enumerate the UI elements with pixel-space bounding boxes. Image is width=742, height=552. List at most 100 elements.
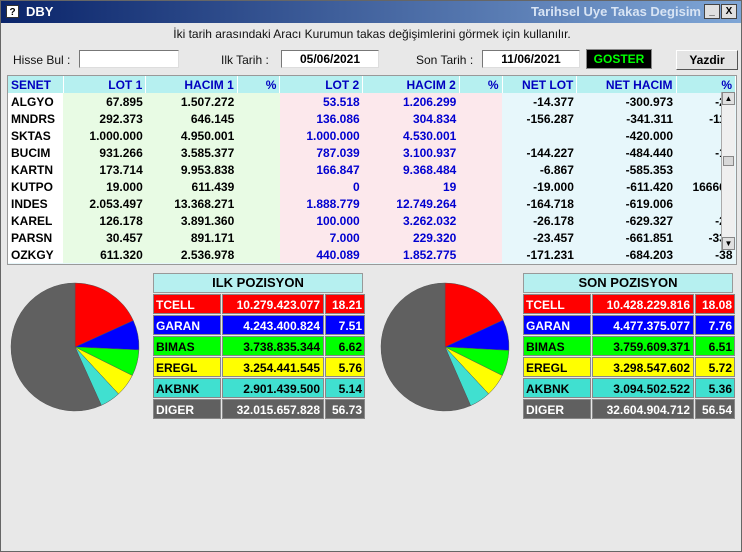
son-tarih-input[interactable]: 11/06/2021 xyxy=(482,50,580,68)
totals-row: 4.599.763.52356.433.198.119100,004.629.1… xyxy=(8,263,736,264)
table-cell xyxy=(459,229,503,246)
legend-row: AKBNK 2.901.439.500 5.14 xyxy=(153,378,365,398)
table-cell: -684.203 xyxy=(576,246,677,263)
table-row[interactable]: INDES 2.053.497 13.368.271 1.888.779 12.749.… xyxy=(8,195,736,212)
table-cell: 2.536.978 xyxy=(145,246,238,263)
table-row[interactable]: BUCIM 931.266 3.585.377 787.039 3.100.937 -14… xyxy=(8,144,736,161)
table-cell: 611.320 xyxy=(63,246,146,263)
col-pct1[interactable]: % xyxy=(237,76,281,93)
table-cell: 3.100.937 xyxy=(362,144,460,161)
table-cell: 19 xyxy=(362,178,460,195)
yazdir-button[interactable]: Yazdir xyxy=(676,50,738,70)
table-cell: KAREL xyxy=(11,213,53,228)
table-cell xyxy=(237,178,280,195)
totals-cell: 4.599.763.523 xyxy=(63,263,146,264)
son-pozisyon-title: SON POZISYON xyxy=(523,273,733,293)
scroll-up-icon[interactable]: ▲ xyxy=(722,92,735,105)
col-pct3[interactable]: % xyxy=(676,76,736,93)
legend-value: 3.298.547.602 xyxy=(592,357,694,377)
table-cell: 611.439 xyxy=(145,178,238,195)
ilk-tarih-input[interactable]: 05/06/2021 xyxy=(281,50,379,68)
table-row[interactable]: PARSN 30.457 891.171 7.000 229.320 -23.457 -66… xyxy=(8,229,736,246)
table-row[interactable]: KARTN 173.714 9.953.838 166.847 9.368.484 -6.… xyxy=(8,161,736,178)
table-cell: 3.585.377 xyxy=(145,144,238,161)
takas-table: SENET LOT 1 HACIM 1 % LOT 2 HACIM 2 % NE… xyxy=(7,75,737,265)
legend-row: AKBNK 3.094.502.522 5.36 xyxy=(523,378,735,398)
hisse-search-input[interactable] xyxy=(79,50,179,68)
legend-value: 3.094.502.522 xyxy=(592,378,694,398)
table-cell xyxy=(459,127,503,144)
legend-value: 4.243.400.824 xyxy=(222,315,324,335)
table-cell: 1.852.775 xyxy=(362,246,460,263)
pie-slice-tcell xyxy=(74,282,134,348)
ilk-pozisyon-title: ILK POZISYON xyxy=(153,273,363,293)
window-subtitle: Tarihsel Uye Takas Degisim xyxy=(530,4,701,19)
table-row[interactable]: KUTPO 19.000 611.439 0 19 -19.000 -611.420 1666… xyxy=(8,178,736,195)
legend-pct: 6.51 xyxy=(695,336,735,356)
table-row[interactable]: SKTAS 1.000.000 4.950.001 1.000.000 4.530.00… xyxy=(8,127,736,144)
col-hacim2[interactable]: HACIM 2 xyxy=(362,76,460,93)
table-scrollbar[interactable]: ▲ ▼ xyxy=(721,92,735,250)
col-nethacim[interactable]: NET HACIM xyxy=(576,76,677,93)
totals-cell xyxy=(676,263,736,264)
col-senet[interactable]: SENET xyxy=(8,76,64,93)
close-button[interactable]: X xyxy=(721,4,737,19)
table-cell: -484.440 xyxy=(576,144,677,161)
table-cell: 173.714 xyxy=(63,161,146,178)
table-cell: 13.368.271 xyxy=(145,195,238,212)
table-cell xyxy=(237,246,280,263)
table-cell xyxy=(502,127,577,144)
legend-value: 3.759.609.371 xyxy=(592,336,694,356)
legend-row: EREGL 3.298.547.602 5.72 xyxy=(523,357,735,377)
table-cell: 440.089 xyxy=(279,246,363,263)
table-cell xyxy=(459,178,503,195)
table-cell: -144.227 xyxy=(502,144,577,161)
title-bar: ? DBY Tarihsel Uye Takas Degisim _ X xyxy=(1,1,741,23)
app-icon[interactable]: ? xyxy=(6,5,19,18)
totals-cell: 57.663.169.103 xyxy=(362,263,460,264)
scroll-down-icon[interactable]: ▼ xyxy=(722,237,735,250)
legend-value: 3.738.835.344 xyxy=(222,336,324,356)
table-cell xyxy=(237,195,280,212)
table-cell: -23.457 xyxy=(502,229,577,246)
table-cell xyxy=(237,127,280,144)
legend-pct: 56.54 xyxy=(695,399,735,419)
legend-row: DIGER 32.015.657.828 56.73 xyxy=(153,399,365,419)
col-pct2[interactable]: % xyxy=(459,76,503,93)
legend-name: BIMAS xyxy=(153,336,221,356)
scroll-thumb[interactable] xyxy=(723,156,734,166)
legend-name: AKBNK xyxy=(153,378,221,398)
table-cell: INDES xyxy=(11,196,48,211)
table-cell: 0 xyxy=(279,178,363,195)
table-cell: -661.851 xyxy=(576,229,677,246)
legend-pct: 7.76 xyxy=(695,315,735,335)
totals-cell: 56.433.198.119 xyxy=(145,263,238,264)
col-lot1[interactable]: LOT 1 xyxy=(63,76,147,93)
goster-button[interactable]: GOSTER xyxy=(586,49,652,69)
table-cell xyxy=(237,144,280,161)
table-row[interactable]: ALGYO 67.895 1.507.272 53.518 1.206.299 -14.3… xyxy=(8,93,736,110)
ilk-pie-chart xyxy=(10,282,140,412)
minimize-button[interactable]: _ xyxy=(704,4,720,19)
legend-pct: 5.76 xyxy=(325,357,365,377)
legend-value: 10.428.229.816 xyxy=(592,294,694,314)
col-hacim1[interactable]: HACIM 1 xyxy=(145,76,238,93)
table-row[interactable]: OZKGY 611.320 2.536.978 440.089 1.852.775 -17… xyxy=(8,246,736,263)
table-cell: -341.311 xyxy=(576,110,677,127)
col-netlot[interactable]: NET LOT xyxy=(502,76,578,93)
legend-pct: 56.73 xyxy=(325,399,365,419)
legend-value: 10.279.423.077 xyxy=(222,294,324,314)
legend-pct: 18.08 xyxy=(695,294,735,314)
col-lot2[interactable]: LOT 2 xyxy=(279,76,364,93)
table-cell: 304.834 xyxy=(362,110,460,127)
table-row[interactable]: KAREL 126.178 3.891.360 100.000 3.262.032 -26… xyxy=(8,212,736,229)
legend-pct: 18.21 xyxy=(325,294,365,314)
legend-name: TCELL xyxy=(523,294,591,314)
table-cell: 292.373 xyxy=(63,110,146,127)
legend-name: TCELL xyxy=(153,294,221,314)
son-tarih-label: Son Tarih : xyxy=(416,53,474,67)
table-cell: MNDRS xyxy=(11,111,55,126)
table-cell: 4.530.001 xyxy=(362,127,460,144)
totals-cell xyxy=(8,263,64,264)
table-row[interactable]: MNDRS 292.373 646.145 136.086 304.834 -156.28… xyxy=(8,110,736,127)
